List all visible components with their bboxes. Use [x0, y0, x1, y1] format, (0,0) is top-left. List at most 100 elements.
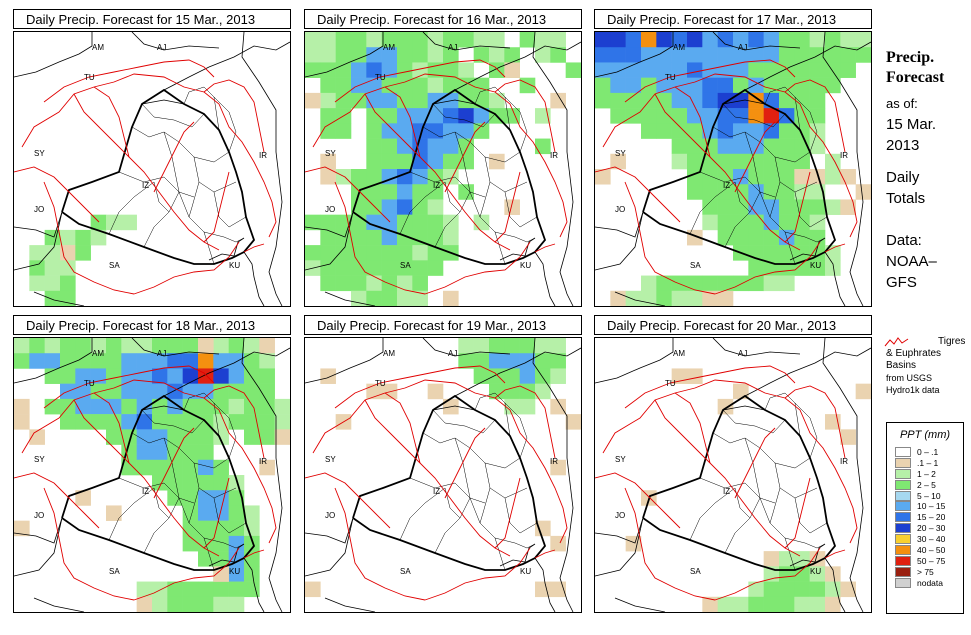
precip-cell [794, 199, 810, 215]
country-border [532, 338, 574, 612]
precip-cell [351, 32, 367, 48]
basin-boundary [624, 487, 716, 601]
province-border [131, 432, 180, 449]
ppt-legend-swatch [895, 468, 911, 479]
precip-cell [228, 535, 245, 552]
province-border [769, 181, 781, 218]
precip-cell [779, 92, 795, 109]
map-canvas: AM AJ TU SY IR JO SA KU IZ [305, 338, 581, 612]
precip-cell [427, 123, 444, 139]
precip-cell [427, 153, 444, 170]
country-border [422, 338, 511, 357]
precip-cell [748, 138, 764, 155]
precip-cell [366, 229, 382, 246]
precip-cell [794, 77, 810, 94]
province-border [504, 191, 538, 228]
province-border [744, 437, 761, 499]
precip-cell [489, 383, 505, 400]
province-border [759, 497, 796, 571]
precip-cell [779, 123, 795, 139]
precip-cell [213, 505, 229, 521]
basin-boundary [73, 93, 220, 251]
precip-cell [779, 153, 795, 170]
country-border [208, 237, 245, 261]
precip-cell [75, 338, 91, 354]
precip-cell [702, 32, 718, 48]
precip-cell [610, 47, 626, 63]
precip-cell [458, 353, 474, 369]
precip-cell [794, 566, 810, 582]
province-border [484, 462, 528, 499]
precip-cell [106, 398, 122, 415]
precip-cell [198, 383, 214, 400]
precip-cell [397, 47, 413, 63]
precip-cell [228, 475, 245, 491]
ppt-legend-label: 2 – 5 [917, 479, 936, 490]
country-border [14, 338, 93, 384]
precip-cell [427, 199, 444, 215]
precip-cell [412, 32, 428, 48]
precip-cell [504, 62, 520, 78]
precip-cell [397, 123, 413, 139]
precip-cell [412, 153, 428, 170]
precip-cell [60, 338, 76, 354]
basin-boundary [444, 121, 486, 193]
precip-cell [182, 444, 199, 461]
precip-cell [397, 290, 413, 306]
precip-cell [458, 138, 474, 155]
precip-cell [320, 47, 336, 63]
precip-cell [366, 92, 382, 109]
province-border [689, 181, 736, 235]
province-border [213, 191, 247, 228]
precip-cell [320, 368, 336, 384]
precip-cell [702, 275, 718, 292]
precip-cell [550, 92, 566, 109]
precip-cell [198, 338, 214, 354]
precip-cell [702, 199, 718, 215]
basin-boundary [674, 392, 711, 464]
basin-boundary [824, 549, 846, 559]
precip-cell [717, 123, 734, 139]
precip-cell [366, 184, 382, 200]
precip-cell [825, 77, 841, 94]
precip-map: AM AJ TU SY IR JO SA KU IZ [594, 337, 872, 613]
precip-cell [687, 368, 703, 384]
ppt-legend-item: 1 – 2 [887, 468, 963, 480]
precip-cell [167, 490, 183, 506]
country-border [595, 395, 746, 544]
map-label-sy: SY [34, 455, 45, 464]
precip-cell [381, 214, 398, 231]
precip-cell [60, 368, 76, 384]
precip-cell [535, 32, 551, 48]
precip-cell [550, 398, 566, 415]
precip-cell [702, 47, 718, 63]
ppt-legend-item: 20 – 30 [887, 523, 963, 534]
precip-cell [121, 429, 137, 445]
precip-cell [182, 414, 199, 430]
precip-cell [794, 214, 810, 231]
precip-cell [29, 338, 45, 354]
province-border [183, 392, 220, 437]
precip-cell [748, 47, 764, 63]
precip-cell [381, 138, 398, 155]
basin-legend: Tigres & Euphrates Basins from USGS Hydr… [884, 336, 969, 396]
precip-cell [244, 398, 260, 415]
precip-cell [182, 490, 199, 506]
precip-cell [75, 398, 91, 415]
basin-boundary [43, 365, 215, 409]
province-border [764, 392, 801, 437]
precip-cell [14, 414, 30, 430]
precip-cell [397, 275, 413, 292]
totals-line2: Totals [886, 190, 926, 207]
basin-boundary [203, 79, 265, 153]
precip-cell [412, 92, 428, 109]
province-border [474, 86, 511, 131]
precip-cell [14, 398, 30, 415]
precip-cell [473, 123, 490, 139]
precip-cell [182, 520, 199, 537]
map-label-tu: TU [375, 379, 386, 388]
precip-map: AM AJ TU SY IR JO SA KU IZ [13, 337, 291, 613]
precip-cell [136, 444, 153, 461]
basin-boundary [494, 79, 556, 153]
basin-boundary [602, 73, 858, 238]
